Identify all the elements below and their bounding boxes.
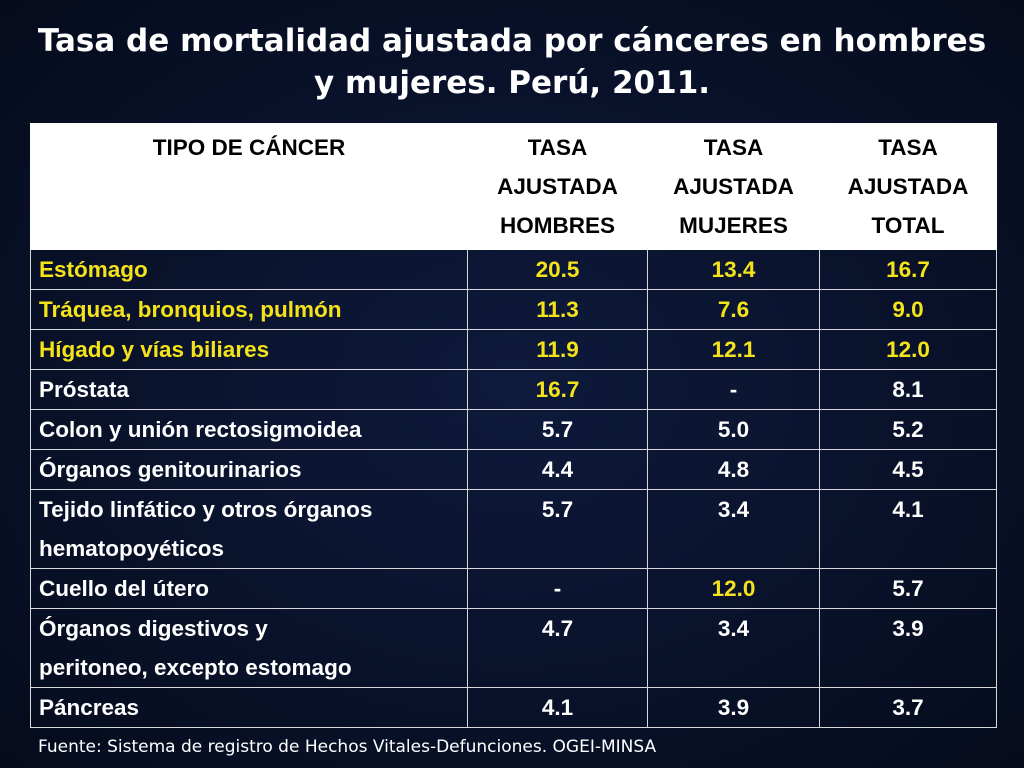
title-line-2: y mujeres. Perú, 2011. xyxy=(313,65,711,101)
table-body: Estómago 20.5 13.4 16.7 Tráquea, bronquios, … xyxy=(30,249,997,728)
header-line: TASA xyxy=(703,135,764,160)
cancer-type-cell: Órganos digestivos y peritoneo, excepto e… xyxy=(30,608,468,688)
title-line-1: Tasa de mortalidad ajustada por cánceres… xyxy=(37,23,987,59)
rate-total-cell: 9.0 xyxy=(819,289,997,330)
cancer-type-line: Próstata xyxy=(39,377,130,402)
rate-total-cell: 5.2 xyxy=(819,409,997,450)
rate-hombres-cell: 20.5 xyxy=(467,249,648,290)
rate-total-cell: 8.1 xyxy=(819,369,997,410)
header-line: AJUSTADA xyxy=(497,174,618,199)
header-line: TIPO DE CÁNCER xyxy=(152,135,346,160)
rate-mujeres-cell: 3.9 xyxy=(647,687,820,728)
rate-mujeres-cell: 7.6 xyxy=(647,289,820,330)
table-row: Órganos digestivos y peritoneo, excepto e… xyxy=(30,608,997,688)
header-tasa-total: TASA AJUSTADA TOTAL xyxy=(819,123,997,250)
rate-hombres-cell: 11.9 xyxy=(467,329,648,370)
table-row: Cuello del útero -12.0 5.7 xyxy=(30,568,997,609)
rate-total-cell: 3.7 xyxy=(819,687,997,728)
rate-total-cell: 12.0 xyxy=(819,329,997,370)
cancer-type-cell: Órganos genitourinarios xyxy=(30,449,468,490)
table-row: Tejido linfático y otros órganos hematopo… xyxy=(30,489,997,569)
cancer-type-line: Órganos genitourinarios xyxy=(39,457,302,482)
header-line: TASA xyxy=(878,135,938,160)
rate-hombres-cell: 11.3 xyxy=(467,289,648,330)
rate-mujeres-cell: - xyxy=(647,369,820,410)
rate-mujeres-cell: 3.4 xyxy=(647,489,820,569)
table-header-row: TIPO DE CÁNCER TASA AJUSTADA HOMBRES TASA AJU… xyxy=(30,123,997,250)
cancer-type-line: Cuello del útero xyxy=(39,576,210,601)
table-row: Órganos genitourinarios 4.4 4.8 4.5 xyxy=(30,449,997,490)
rate-hombres-cell: - xyxy=(467,568,648,609)
rate-mujeres-cell: 3.4 xyxy=(647,608,820,688)
cancer-type-line: Órganos digestivos y xyxy=(39,616,268,641)
rate-hombres-cell: 4.4 xyxy=(467,449,648,490)
cancer-type-line: Páncreas xyxy=(39,695,140,720)
header-line: HOMBRES xyxy=(499,213,615,238)
rate-total-cell: 3.9 xyxy=(819,608,997,688)
cancer-type-cell: Páncreas xyxy=(30,687,468,728)
rate-total-cell: 16.7 xyxy=(819,249,997,290)
source-note: Fuente: Sistema de registro de Hechos Vi… xyxy=(38,737,657,757)
rate-hombres-cell: 4.1 xyxy=(467,687,648,728)
header-tasa-mujeres: TASA AJUSTADA MUJERES xyxy=(647,123,820,250)
mortality-table: TIPO DE CÁNCER TASA AJUSTADA HOMBRES TASA AJU… xyxy=(30,123,997,728)
cancer-type-line: Hígado y vías biliares xyxy=(39,337,270,362)
cancer-type-line: Colon y unión rectosigmoidea xyxy=(39,417,362,442)
rate-hombres-cell: 5.7 xyxy=(467,489,648,569)
rate-hombres-cell: 5.7 xyxy=(467,409,648,450)
header-line: TOTAL xyxy=(871,213,945,238)
cancer-type-line: Tejido linfático y otros órganos xyxy=(39,497,373,522)
header-tipo-cancer: TIPO DE CÁNCER xyxy=(30,123,468,250)
cancer-type-cell: Cuello del útero xyxy=(30,568,468,609)
slide-title: Tasa de mortalidad ajustada por cánceres… xyxy=(20,20,1004,104)
cancer-type-line: Estómago xyxy=(39,257,148,282)
header-line: MUJERES xyxy=(679,213,788,238)
cancer-type-line: hematopoyéticos xyxy=(39,536,225,561)
header-line: AJUSTADA xyxy=(673,174,794,199)
cancer-type-cell: Tejido linfático y otros órganos hematopo… xyxy=(30,489,468,569)
rate-hombres-cell: 4.7 xyxy=(467,608,648,688)
table-row: Próstata 16.7-8.1 xyxy=(30,369,997,410)
header-line: AJUSTADA xyxy=(847,174,969,199)
table-row: Colon y unión rectosigmoidea 5.7 5.0 5.2 xyxy=(30,409,997,450)
table-row: Tráquea, bronquios, pulmón 11.3 7.6 9.0 xyxy=(30,289,997,330)
rate-total-cell: 4.1 xyxy=(819,489,997,569)
cancer-type-line: Tráquea, bronquios, pulmón xyxy=(39,297,342,322)
rate-mujeres-cell: 12.1 xyxy=(647,329,820,370)
rate-mujeres-cell: 12.0 xyxy=(647,568,820,609)
header-tasa-hombres: TASA AJUSTADA HOMBRES xyxy=(467,123,648,250)
cancer-type-line: peritoneo, excepto estomago xyxy=(39,655,352,680)
cancer-type-cell: Hígado y vías biliares xyxy=(30,329,468,370)
cancer-type-cell: Colon y unión rectosigmoidea xyxy=(30,409,468,450)
rate-mujeres-cell: 13.4 xyxy=(647,249,820,290)
cancer-type-cell: Tráquea, bronquios, pulmón xyxy=(30,289,468,330)
rate-total-cell: 4.5 xyxy=(819,449,997,490)
rate-hombres-cell: 16.7 xyxy=(467,369,648,410)
table-row: Páncreas 4.1 3.9 3.7 xyxy=(30,687,997,728)
table-row: Estómago 20.5 13.4 16.7 xyxy=(30,249,997,290)
cancer-type-cell: Estómago xyxy=(30,249,468,290)
rate-total-cell: 5.7 xyxy=(819,568,997,609)
table-row: Hígado y vías biliares 11.9 12.1 12.0 xyxy=(30,329,997,370)
cancer-type-cell: Próstata xyxy=(30,369,468,410)
rate-mujeres-cell: 4.8 xyxy=(647,449,820,490)
header-line: TASA xyxy=(527,135,588,160)
rate-mujeres-cell: 5.0 xyxy=(647,409,820,450)
